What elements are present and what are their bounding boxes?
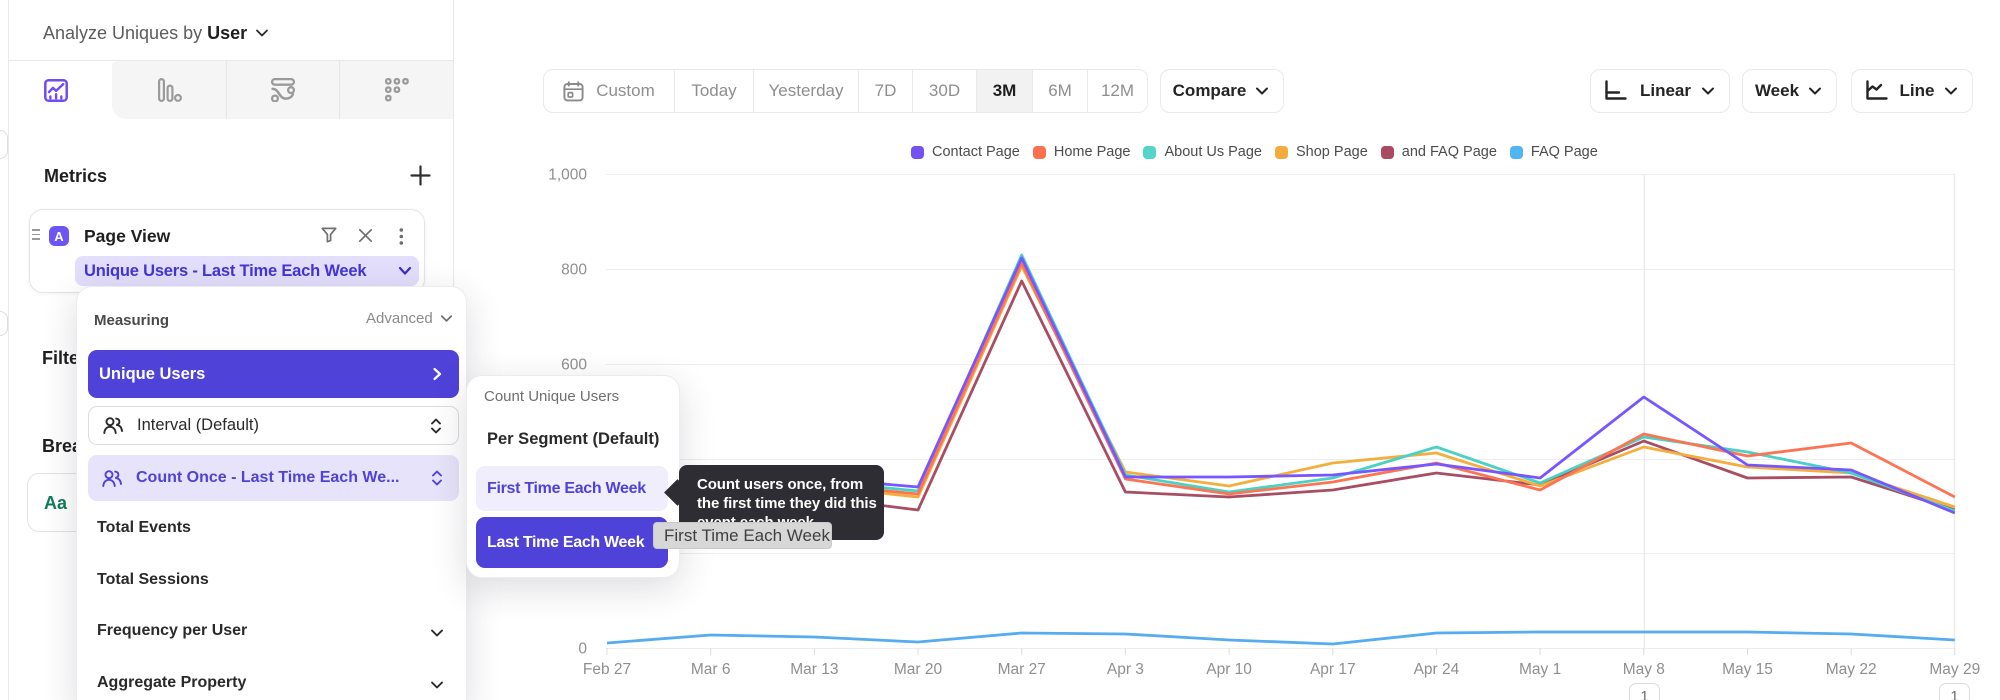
- svg-text:Apr 24: Apr 24: [1414, 661, 1460, 678]
- svg-text:Mar 6: Mar 6: [691, 661, 731, 678]
- svg-text:May 15: May 15: [1722, 661, 1773, 678]
- svg-text:800: 800: [561, 262, 587, 279]
- svg-text:May 8: May 8: [1623, 661, 1665, 678]
- svg-text:Apr 10: Apr 10: [1206, 661, 1252, 678]
- svg-text:600: 600: [561, 357, 587, 374]
- svg-text:Mar 27: Mar 27: [998, 661, 1046, 678]
- svg-text:May 29: May 29: [1929, 661, 1980, 678]
- svg-text:May 1: May 1: [1519, 661, 1561, 678]
- svg-text:1,000: 1,000: [548, 167, 587, 184]
- svg-text:0: 0: [578, 641, 587, 658]
- svg-text:Apr 3: Apr 3: [1107, 661, 1144, 678]
- svg-text:May 22: May 22: [1826, 661, 1877, 678]
- svg-text:Mar 13: Mar 13: [790, 661, 838, 678]
- svg-text:Feb 27: Feb 27: [583, 661, 631, 678]
- svg-text:Apr 17: Apr 17: [1310, 661, 1356, 678]
- svg-text:Mar 20: Mar 20: [894, 661, 943, 678]
